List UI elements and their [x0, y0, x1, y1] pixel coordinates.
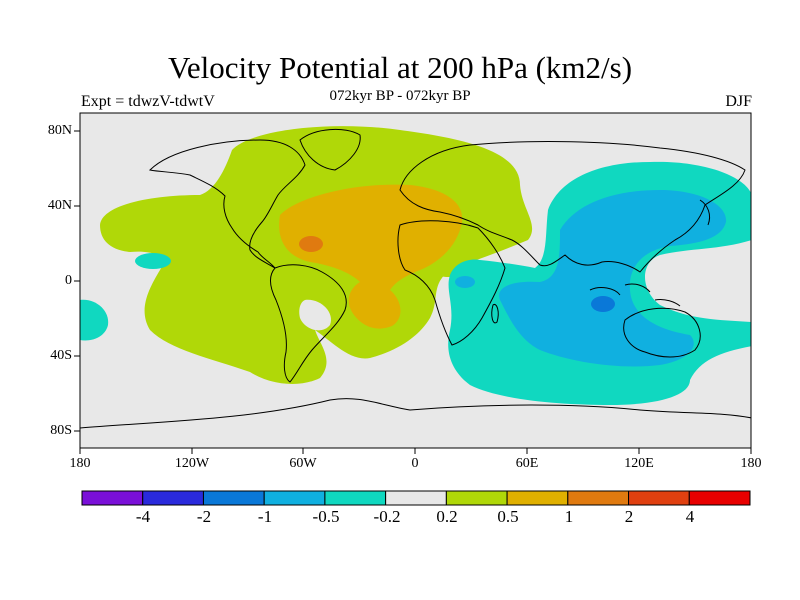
lon-label-0: 0: [411, 456, 419, 471]
contour-neutral-hole: [299, 299, 331, 331]
lat-label-0: 0: [65, 273, 72, 288]
colorbar-label: -2: [196, 507, 212, 526]
colorbar-swatch: [263, 490, 326, 506]
colorbar-swatch: [688, 490, 751, 506]
lat-label-80s: 80S: [50, 423, 72, 438]
contour-neg-05-africa: [455, 276, 475, 288]
colorbar-label: 4: [685, 507, 695, 526]
lat-label-40n: 40N: [47, 198, 72, 213]
contour-neg-1-indonesia: [591, 296, 615, 312]
colorbar-label: 0.2: [436, 507, 458, 526]
colorbar-swatch: [142, 490, 204, 506]
colorbar-label: -0.5: [312, 507, 340, 526]
colorbar-label: -1: [257, 507, 273, 526]
colorbar-label: 0.5: [497, 507, 519, 526]
colorbar-label: -0.2: [373, 507, 401, 526]
colorbar-label: 2: [624, 507, 634, 526]
colorbar-swatch: [567, 490, 630, 506]
contour-neg-02-westpac: [80, 299, 109, 341]
colorbar-swatch: [506, 490, 569, 506]
lon-label-180e: 180: [740, 456, 762, 471]
colorbar-swatch: [202, 490, 265, 506]
colorbar-label: 1: [564, 507, 574, 526]
colorbar-swatch: [81, 490, 144, 506]
contour-neg-02-hawaii: [135, 253, 171, 269]
colorbar-swatch: [385, 490, 447, 506]
coastlines: [80, 128, 751, 429]
map-title: Velocity Potential at 200 hPa (km2/s): [167, 50, 633, 85]
lon-label-180w: 180: [69, 456, 91, 471]
season-label: DJF: [725, 93, 752, 110]
experiment-label: Expt = tdwzV-tdwtV: [81, 93, 215, 110]
colorbar-swatch: [445, 490, 508, 506]
contour-neg-05-main: [499, 190, 727, 367]
axis-ticks: [74, 130, 752, 454]
colorbar-label: -4: [135, 507, 151, 526]
contour-pos-1-caribbean: [299, 236, 323, 252]
lat-label-80n: 80N: [47, 123, 72, 138]
lat-label-40s: 40S: [50, 348, 72, 363]
map-subtitle: 072kyr BP - 072kyr BP: [329, 88, 471, 104]
colorbar: [81, 490, 751, 506]
colorbar-swatch: [324, 490, 387, 506]
lon-label-60w: 60W: [289, 456, 317, 471]
lon-label-120e: 120E: [624, 456, 654, 471]
field-contours: [80, 126, 751, 429]
colorbar-swatch: [628, 490, 690, 506]
lon-label-120w: 120W: [174, 456, 210, 471]
lon-label-60e: 60E: [515, 456, 539, 471]
contour-pos-05-main: [279, 184, 463, 329]
